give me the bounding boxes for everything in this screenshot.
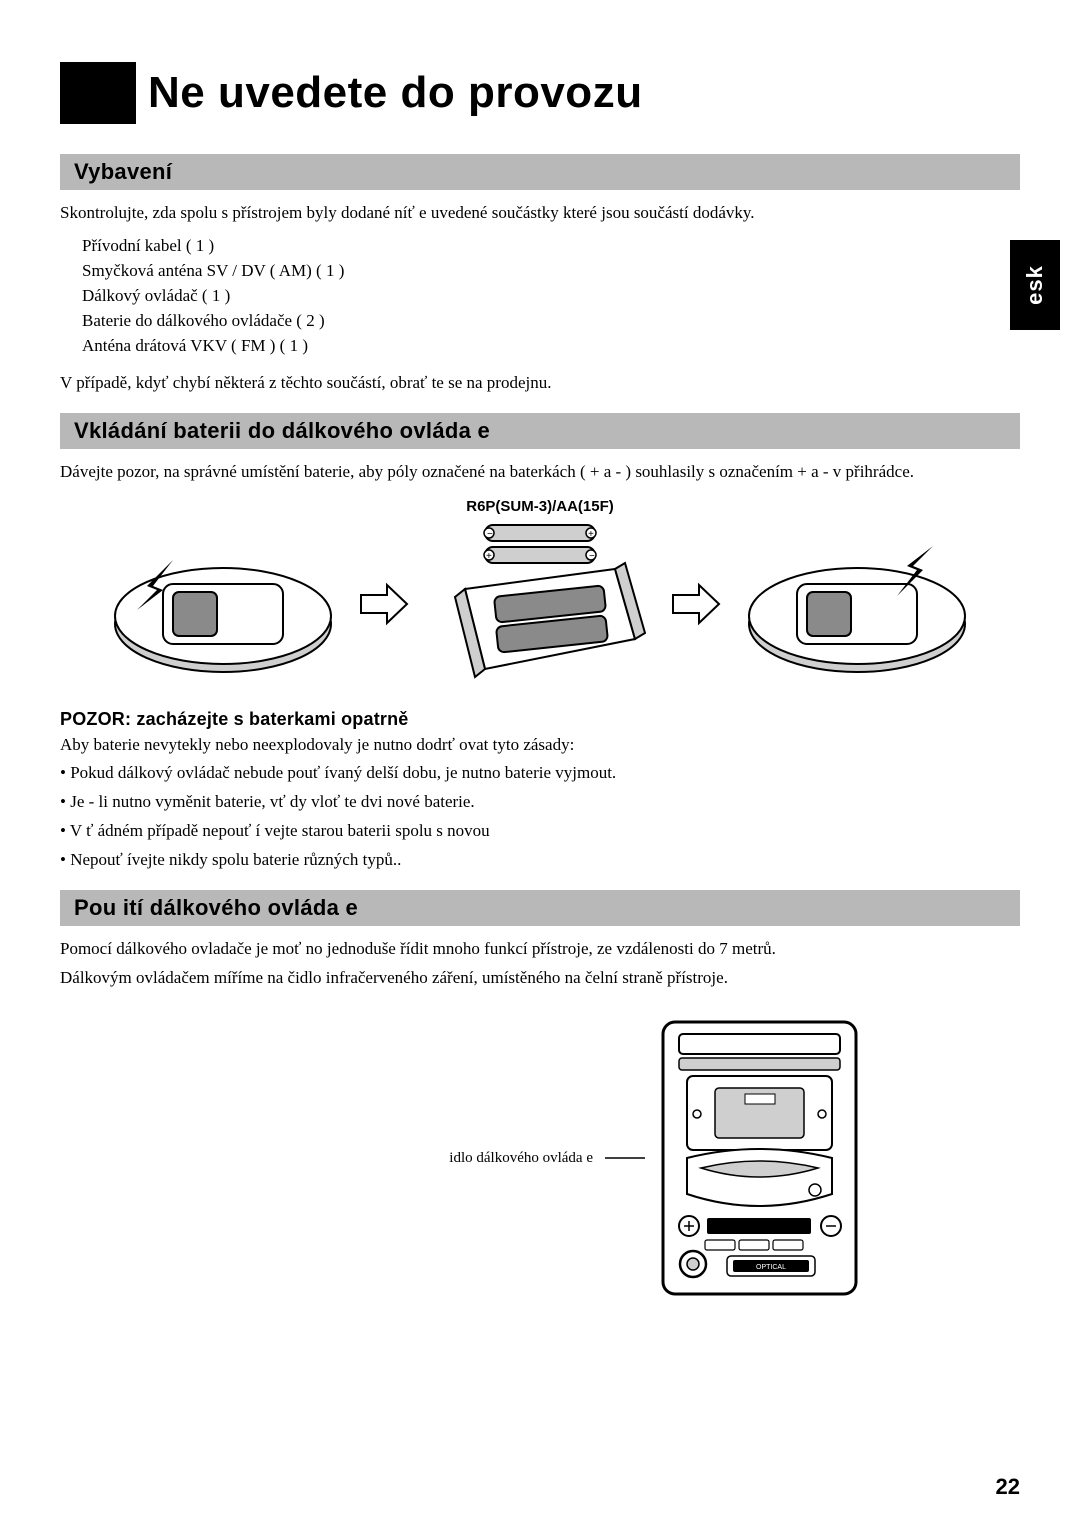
- list-item: Dálkový ovládač ( 1 ): [82, 285, 1020, 308]
- title-black-box: [60, 62, 136, 124]
- section1-note: V případě, kdyť chybí některá z těchto s…: [60, 372, 1020, 395]
- caution-intro: Aby baterie nevytekly nebo neexplodovaly…: [60, 734, 1020, 757]
- page-number: 22: [996, 1474, 1020, 1500]
- list-item: Anténa drátová VKV ( FM ) ( 1 ): [82, 335, 1020, 358]
- page-title: Ne uvedete do provozu: [148, 62, 643, 124]
- sequence-arrow-icon: [669, 579, 723, 629]
- section-heading-text: Pou ití dálkového ovláda e: [74, 895, 358, 920]
- section3-p1: Pomocí dálkového ovladače je moť no jedn…: [60, 938, 1020, 961]
- language-tab-text: esk: [1022, 265, 1048, 305]
- section-heading-pouziti: Pou ití dálkového ovláda e: [60, 890, 1020, 926]
- list-item: Přívodní kabel ( 1 ): [82, 235, 1020, 258]
- optical-label: OPTICAL: [756, 1264, 786, 1271]
- accessory-list: Přívodní kabel ( 1 ) Smyčková anténa SV …: [60, 235, 1020, 358]
- list-item: Smyčková anténa SV / DV ( AM) ( 1 ): [82, 260, 1020, 283]
- svg-text:+: +: [486, 551, 492, 562]
- bullet-item: • Je - li nutno vyměnit baterie, vť dy v…: [60, 791, 1020, 814]
- language-tab: esk: [1010, 240, 1060, 330]
- section-heading-text: Vybavení: [74, 159, 172, 184]
- section-heading-baterie: Vkládání baterii do dálkového ovláda e: [60, 413, 1020, 449]
- leader-line: [605, 1157, 645, 1159]
- device-sensor-caption: idlo dálkového ovláda e: [449, 1150, 593, 1167]
- battery-type-label: R6P(SUM-3)/AA(15F): [60, 498, 1020, 515]
- battery-panel-2: − + + −: [425, 519, 655, 689]
- page-title-row: Ne uvedete do provozu: [60, 62, 1020, 124]
- battery-panel-1: [103, 524, 343, 684]
- bullet-item: • Pokud dálkový ovládač nebude pouť ívan…: [60, 762, 1020, 785]
- device-illustration: OPTICAL: [657, 1018, 862, 1298]
- sequence-arrow-icon: [357, 579, 411, 629]
- section1-intro: Skontrolujte, zda spolu s přístrojem byl…: [60, 202, 1020, 225]
- caution-bullets: • Pokud dálkový ovládač nebude pouť ívan…: [60, 762, 1020, 872]
- battery-figure-row: − + + −: [60, 519, 1020, 689]
- section2-intro: Dávejte pozor, na správné umístění bater…: [60, 461, 1020, 484]
- battery-panel-3: [737, 524, 977, 684]
- section-heading-text: Vkládání baterii do dálkového ovláda e: [74, 418, 490, 443]
- device-figure-row: idlo dálkového ovláda e: [60, 1018, 1020, 1298]
- svg-text:−: −: [487, 529, 493, 540]
- bullet-item: • Nepouť ívejte nikdy spolu baterie různ…: [60, 849, 1020, 872]
- bullet-item: • V ť ádném případě nepouť í vejte staro…: [60, 820, 1020, 843]
- svg-text:−: −: [589, 551, 595, 562]
- caution-heading: POZOR: zacházejte s baterkami opatrně: [60, 709, 1020, 730]
- section-heading-vybaveni: Vybavení: [60, 154, 1020, 190]
- svg-text:+: +: [588, 529, 594, 540]
- list-item: Baterie do dálkového ovládače ( 2 ): [82, 310, 1020, 333]
- section3-p2: Dálkovým ovládačem míříme na čidlo infra…: [60, 967, 1020, 990]
